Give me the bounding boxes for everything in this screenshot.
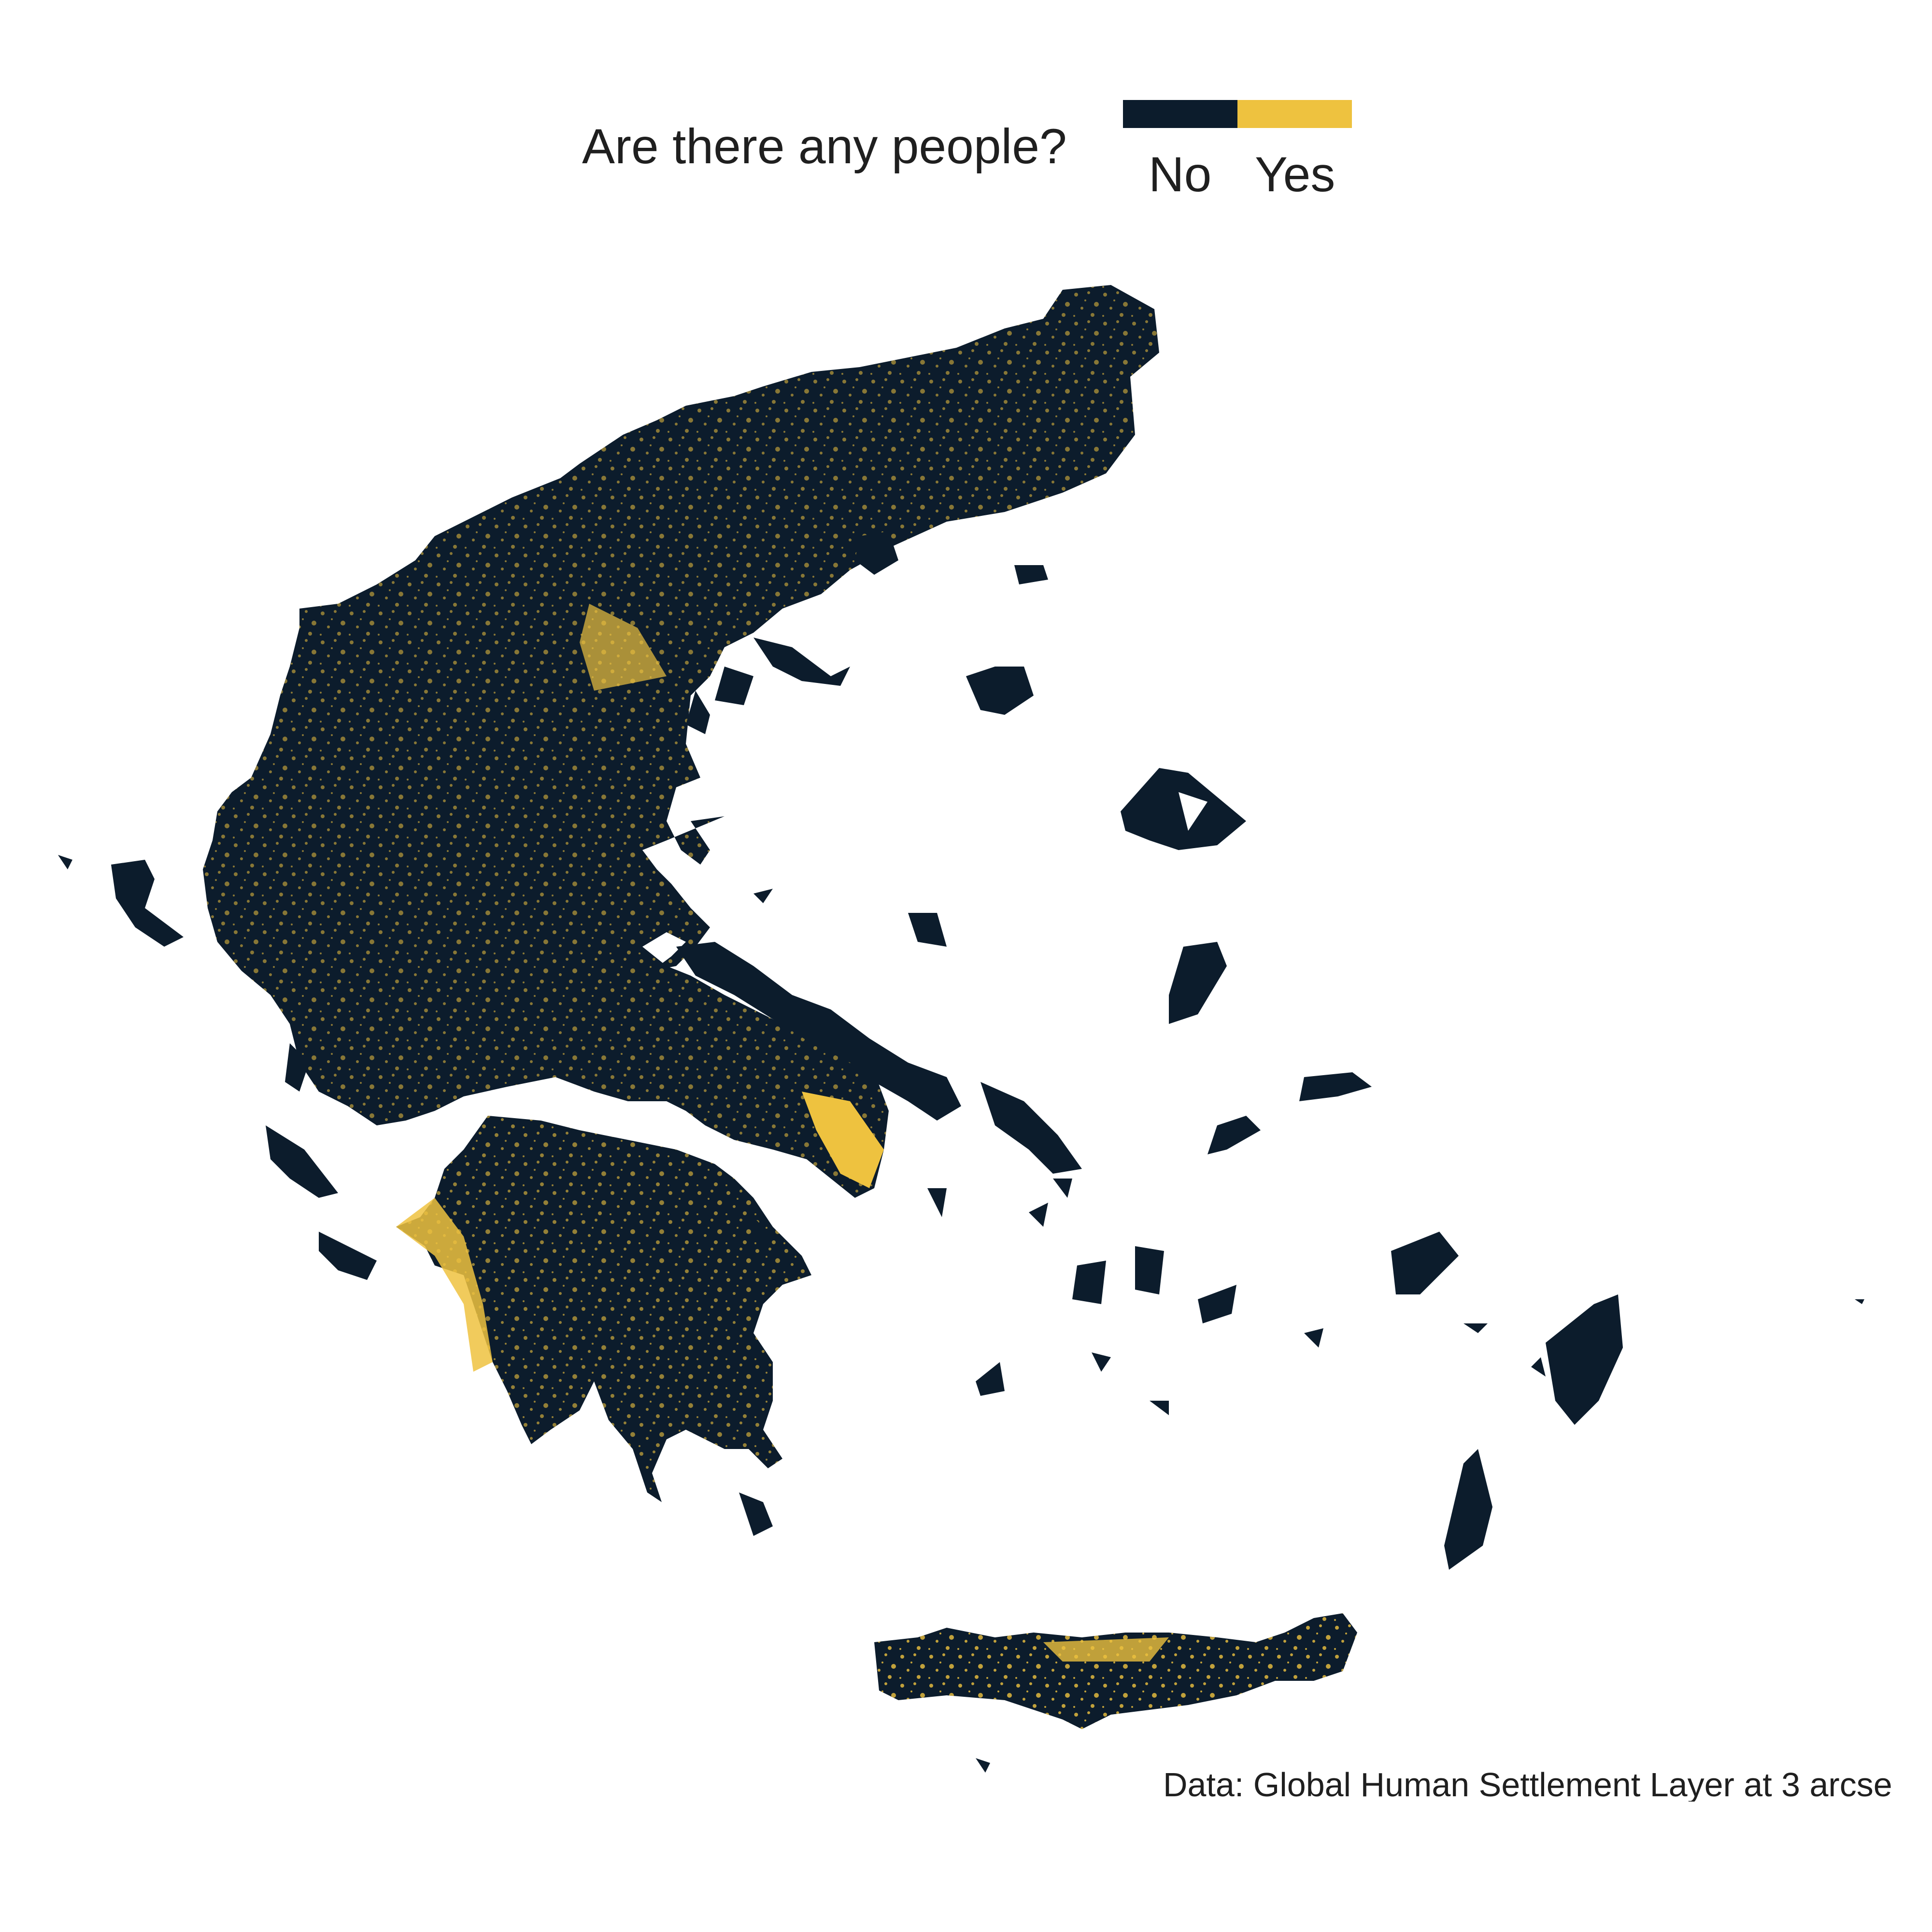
legend-label-yes: Yes [1255,147,1335,202]
crete [874,1613,1357,1773]
peloponnese [396,1116,811,1502]
legend-swatch-no [1123,100,1237,128]
east-islets [1855,1299,1864,1304]
data-source-caption: Data: Global Human Settlement Layer at 3… [1163,1768,1892,1802]
north-aegean-islands [753,531,1246,1024]
legend-swatch-yes [1237,100,1352,128]
legend-label-no: No [1149,147,1212,202]
mainland-greece [203,285,1159,1198]
aegean-islands [739,1072,1623,1570]
euboea-island [676,942,961,1121]
legend-title: Are there any people? [582,119,1067,174]
ionian-islands [58,855,377,1280]
